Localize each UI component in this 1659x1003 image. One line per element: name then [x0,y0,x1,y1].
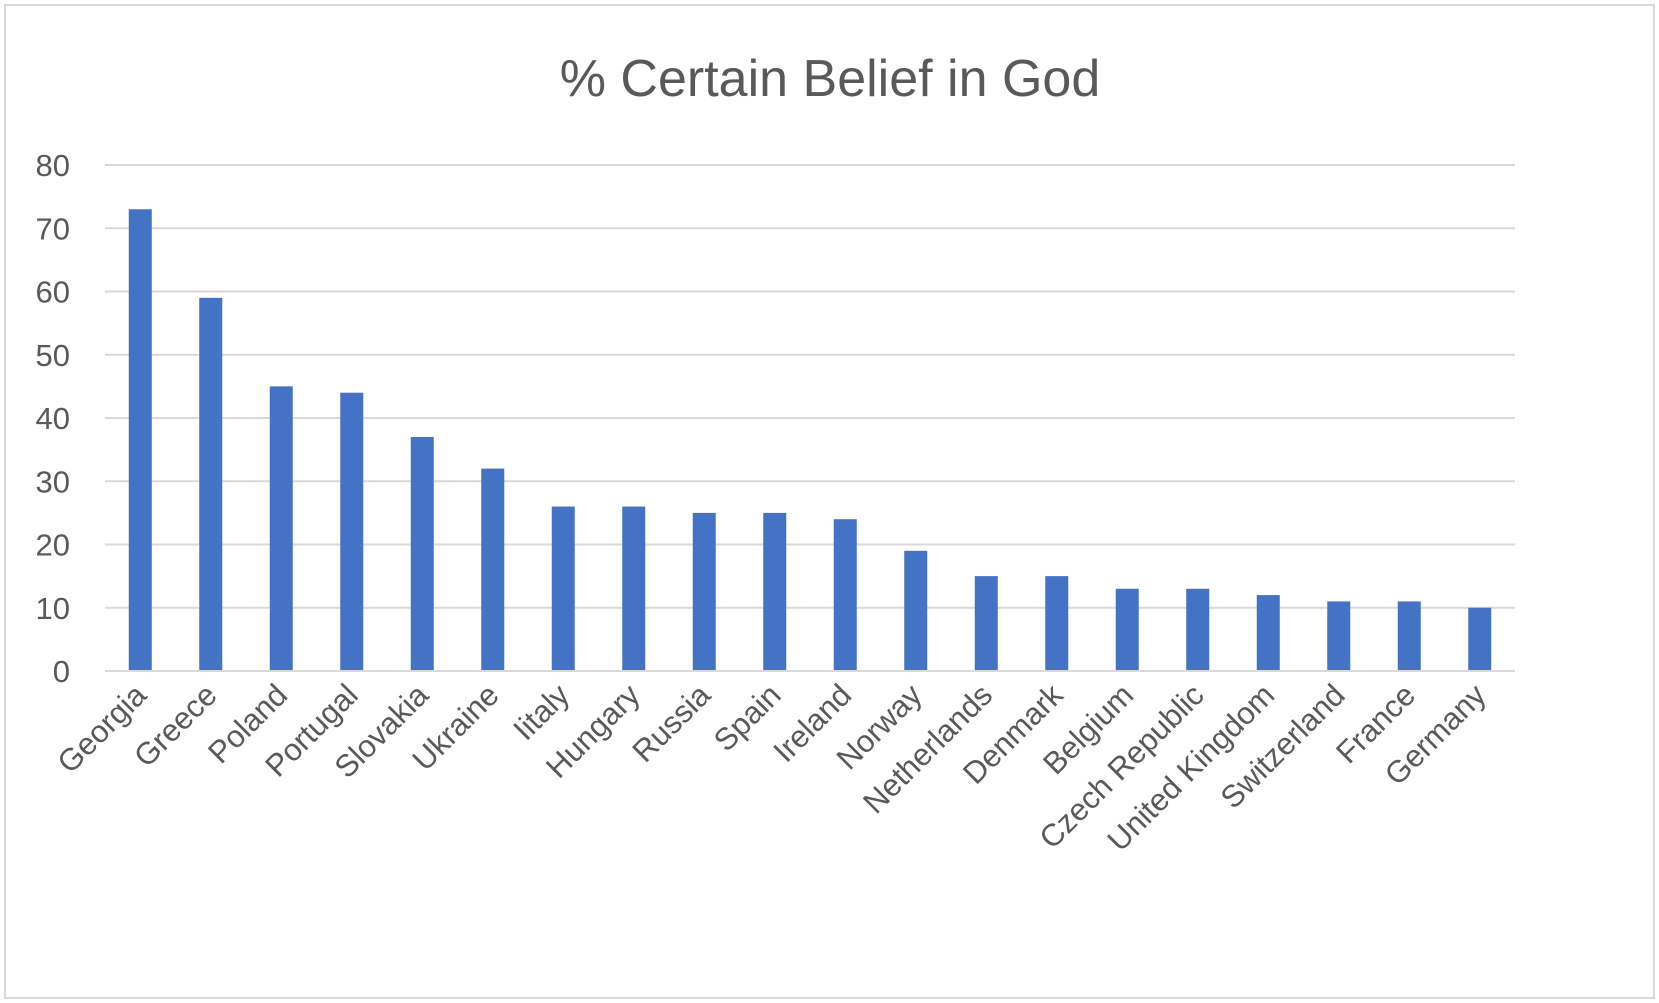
bar-denmark [1045,576,1069,671]
bar-georgia [128,209,152,671]
bar-poland [269,386,293,671]
y-tick-label: 80 [36,148,70,183]
bar-iitaly [551,506,575,671]
y-tick-label: 10 [36,591,70,626]
x-category-label: Georgia [50,677,153,780]
bar-portugal [340,392,364,671]
bar-hungary [622,506,646,671]
y-tick-label: 20 [36,528,70,563]
bars [128,209,1492,671]
bar-ukraine [481,468,505,671]
y-tick-label: 0 [53,654,70,689]
bar-slovakia [410,436,434,671]
grid-lines [105,164,1515,609]
bar-united-kingdom [1256,595,1280,671]
y-tick-label: 40 [36,401,70,436]
y-tick-label: 70 [36,211,70,246]
bar-spain [763,512,787,671]
bar-greece [199,297,223,671]
bar-switzerland [1327,601,1351,671]
bar-russia [692,512,716,671]
x-axis-category-labels: GeorgiaGreecePolandPortugalSlovakiaUkrai… [50,677,1493,858]
bar-ireland [833,519,857,671]
bar-france [1397,601,1421,671]
bar-czech-republic [1186,588,1210,671]
x-category-label: Russia [625,677,717,769]
y-tick-label: 60 [36,275,70,310]
chart-title: % Certain Belief in God [560,50,1101,108]
bar-germany [1468,607,1492,671]
y-tick-label: 50 [36,338,70,373]
y-axis-tick-labels: 0 10 20 30 40 50 60 70 80 [36,148,70,689]
y-tick-label: 30 [36,464,70,499]
bar-norway [904,550,928,671]
bar-belgium [1115,588,1139,671]
bar-netherlands [974,576,998,671]
